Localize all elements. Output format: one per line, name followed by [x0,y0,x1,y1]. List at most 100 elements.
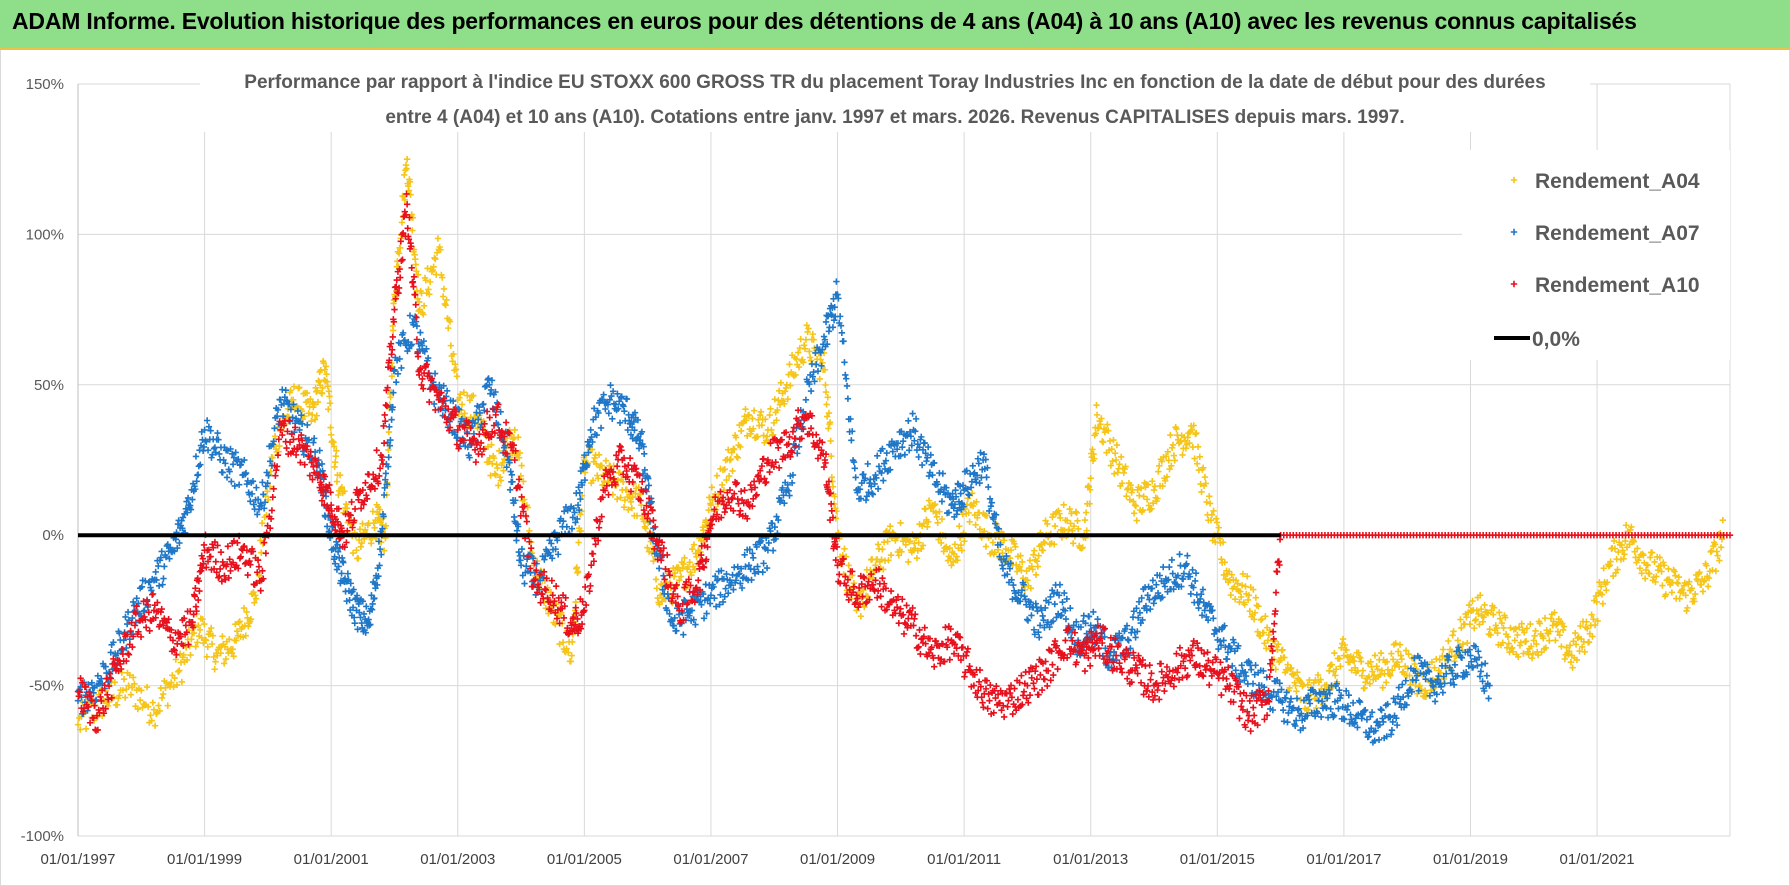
data-point [386,423,393,431]
data-point [1583,618,1590,626]
data-point [1208,511,1216,518]
data-point [439,293,447,300]
data-point [1347,711,1354,718]
data-point [1266,626,1273,634]
data-point [1140,493,1147,500]
data-point [336,471,344,479]
data-point [346,596,353,604]
data-point [526,527,533,535]
data-point [1190,422,1197,429]
data-point [318,390,326,397]
data-point [1609,572,1617,580]
data-point [905,615,912,622]
data-point [1155,462,1163,470]
data-point [426,291,433,298]
data-point [1450,628,1457,635]
data-point [872,562,879,569]
data-point [1683,607,1690,615]
data-point [183,656,191,664]
data-point [1496,609,1503,616]
data-point [1676,595,1683,602]
data-point [1635,556,1642,564]
data-point [767,405,774,413]
data-point [804,328,811,336]
data-point [1162,477,1169,485]
data-point [795,363,803,371]
data-point [184,494,192,502]
data-point [277,396,284,404]
data-point [1167,431,1174,439]
data-point [587,426,594,434]
data-point [432,255,439,263]
data-point [431,370,439,377]
data-point [1295,676,1303,684]
data-point [1231,595,1239,603]
data-point [976,526,984,533]
data-point [1149,500,1157,507]
data-point [340,559,347,566]
data-point [1502,614,1509,621]
data-point [1042,517,1049,524]
data-point [1169,441,1177,449]
data-point [658,598,666,605]
data-point [1033,675,1041,683]
data-point [1252,594,1260,601]
data-point [227,567,234,575]
data-point [802,336,810,343]
data-point [264,488,271,495]
data-point [281,394,289,401]
data-point [1041,676,1048,683]
data-point [376,562,383,569]
data-point [734,495,741,503]
data-point [270,438,277,445]
data-point [1189,566,1196,574]
data-point [643,514,650,521]
data-point [383,481,391,488]
data-point [217,549,225,556]
data-point [274,451,282,459]
data-point [969,502,977,510]
data-point [192,485,199,493]
data-point [341,488,348,495]
data-point [202,437,209,444]
data-point [1707,548,1714,556]
data-point [511,426,518,434]
data-point [380,513,387,520]
data-point [1173,425,1180,433]
data-point [326,393,333,400]
data-point [745,411,753,419]
data-point [296,384,303,391]
data-point [1028,612,1035,619]
data-point [966,663,973,670]
data-point [451,430,459,438]
data-point [464,392,471,399]
data-point [1386,671,1393,678]
data-point [574,568,582,575]
data-point [148,587,155,594]
data-point [1592,592,1600,600]
data-point [174,544,181,552]
data-point [338,483,346,491]
data-point [321,366,329,373]
data-point [713,472,721,479]
data-point [466,397,474,404]
data-point [985,483,992,491]
data-point [1256,632,1264,640]
data-point [695,577,702,584]
data-point [496,473,504,481]
data-point [688,571,695,579]
data-point [260,491,267,498]
data-point [330,443,338,450]
data-point [342,500,350,508]
data-point [806,348,813,355]
data-point [1237,588,1244,595]
data-point [1672,572,1679,579]
data-point [1081,667,1089,675]
data-point [378,551,385,558]
data-point [989,539,997,546]
data-point [1164,448,1172,456]
data-point [925,497,933,504]
data-point [642,525,649,532]
data-point [794,450,801,457]
data-point [775,444,782,452]
